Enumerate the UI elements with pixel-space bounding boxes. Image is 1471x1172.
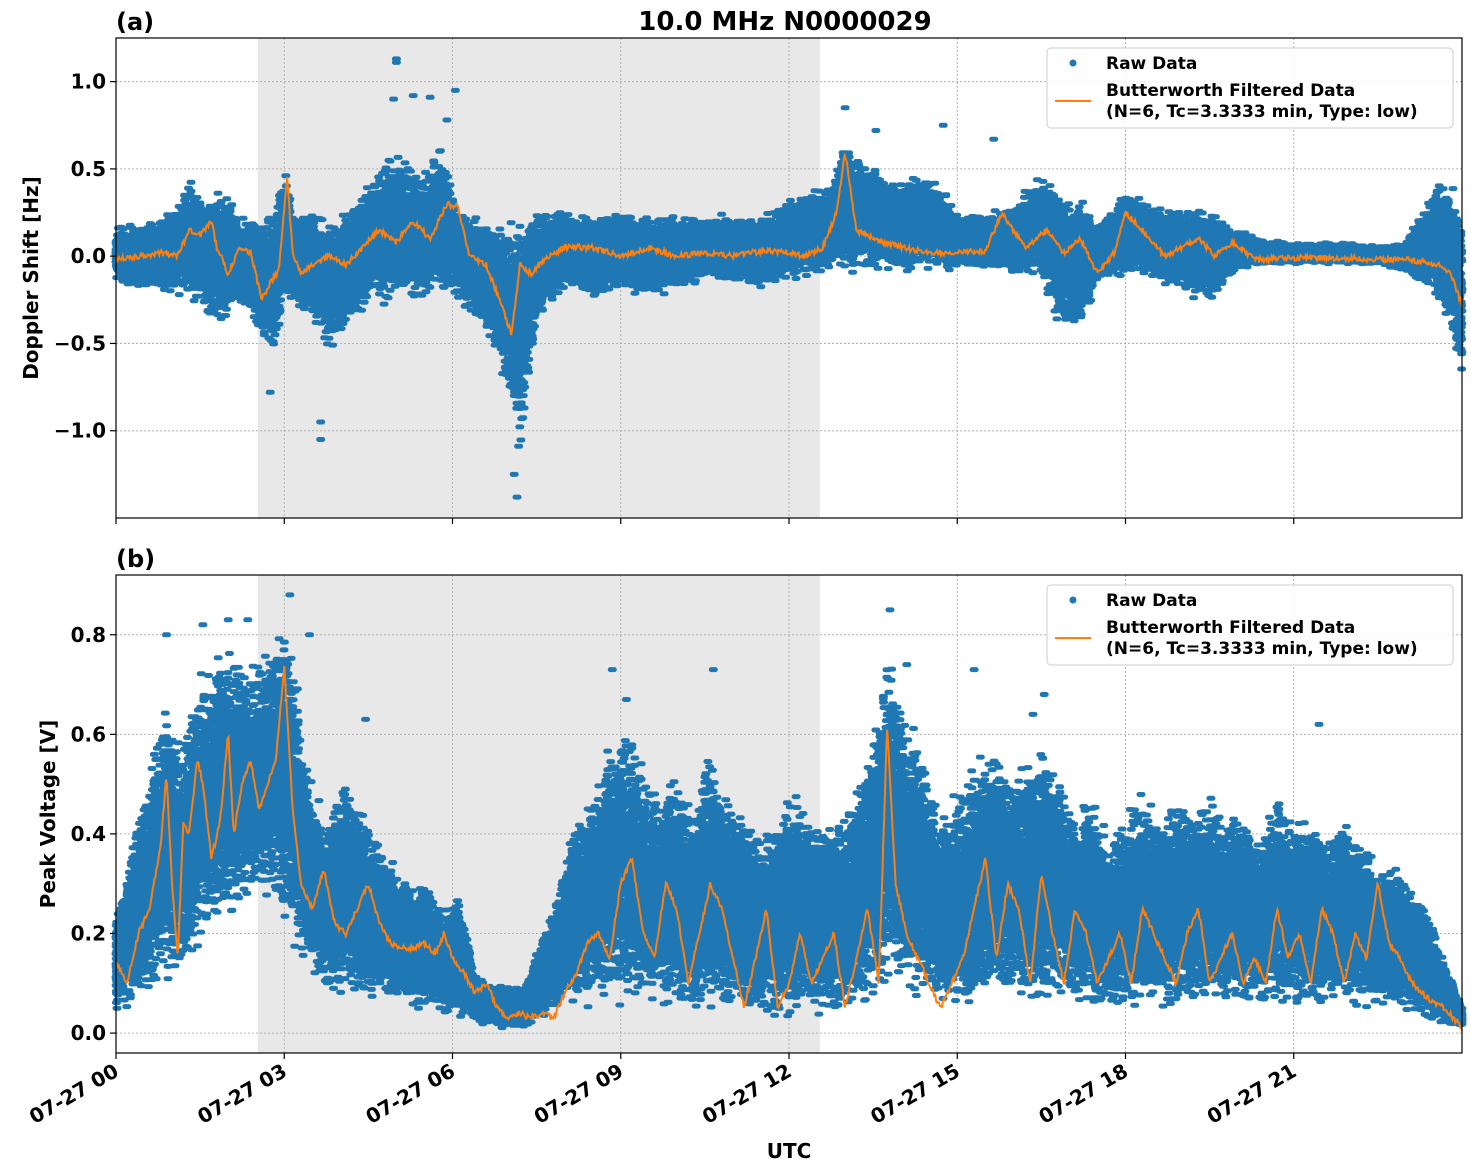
y-tick-label: 0.0 [71,1021,106,1045]
legend-filtered-params-a: (N=6, Tc=3.3333 min, Type: low) [1106,102,1418,122]
legend-filtered-label-a: Butterworth Filtered Data [1106,81,1355,101]
panel-a-doppler-shift: 1.00.50.0−0.5−1.0 (a) 10.0 MHz N0000029 … [19,7,1467,524]
x-tick-label: 07-27 21 [1203,1059,1301,1129]
x-tick-label: 07-27 15 [866,1059,964,1129]
y-tick-label: −1.0 [54,419,106,443]
x-tick-label: 07-27 09 [530,1059,628,1129]
x-tick-label: 07-27 03 [193,1059,291,1129]
filtered-line-a [115,152,1463,336]
legend-a: Raw Data Butterworth Filtered Data (N=6,… [1046,47,1454,129]
y-axis-label-a: Doppler Shift [Hz] [19,176,43,380]
legend-box-a [1046,47,1454,129]
panel-label-b: (b) [116,545,155,573]
x-tick-label: 07-27 18 [1034,1059,1132,1129]
legend-raw-label-a: Raw Data [1106,54,1197,74]
y-tick-label: 0.8 [71,623,106,647]
y-tick-label: 0.2 [71,922,106,946]
x-axis-label: UTC [767,1139,812,1163]
chart-title: 10.0 MHz N0000029 [638,7,931,37]
legend-box-b [1046,584,1454,666]
y-axis-label-b: Peak Voltage [V] [36,720,60,909]
x-tick-label: 07-27 06 [361,1059,459,1129]
legend-raw-marker-b [1069,596,1077,604]
legend-raw-marker-a [1069,59,1077,67]
x-tick-label: 07-27 12 [698,1059,796,1129]
x-ticks-a [115,518,1295,524]
x-ticks-b: 07-27 00 07-27 03 07-27 06 07-27 09 07-27 12… [25,1053,1300,1129]
legend-filtered-params-b: (N=6, Tc=3.3333 min, Type: low) [1106,639,1418,659]
panel-b-peak-voltage: 0.8 0.6 0.4 0.2 0.0 07-27 00 07-27 03 07-27 06… [25,545,1467,1129]
y-ticks-a: 1.0 0.5 0.0 −0.5 −1.0 [54,70,116,443]
legend-b: Raw Data Butterworth Filtered Data (N=6,… [1046,584,1454,666]
y-tick-label: 0.0 [71,244,106,268]
y-ticks-b: 0.8 0.6 0.4 0.2 0.0 [71,623,116,1045]
filtered-line-b [115,665,1463,1032]
panel-label-a: (a) [116,8,154,36]
raw-data-dots [111,592,1467,1031]
raw-data-points-b [111,592,1467,1031]
y-tick-label: −0.5 [54,331,106,355]
y-tick-label: 1.0 [71,70,106,94]
y-tick-label: 0.4 [71,822,106,846]
legend-raw-label-b: Raw Data [1106,591,1197,611]
x-tick-label: 07-27 00 [25,1059,123,1129]
y-tick-label: 0.6 [71,722,106,746]
y-tick-label: 0.5 [71,157,106,181]
legend-filtered-label-b: Butterworth Filtered Data [1106,618,1355,638]
